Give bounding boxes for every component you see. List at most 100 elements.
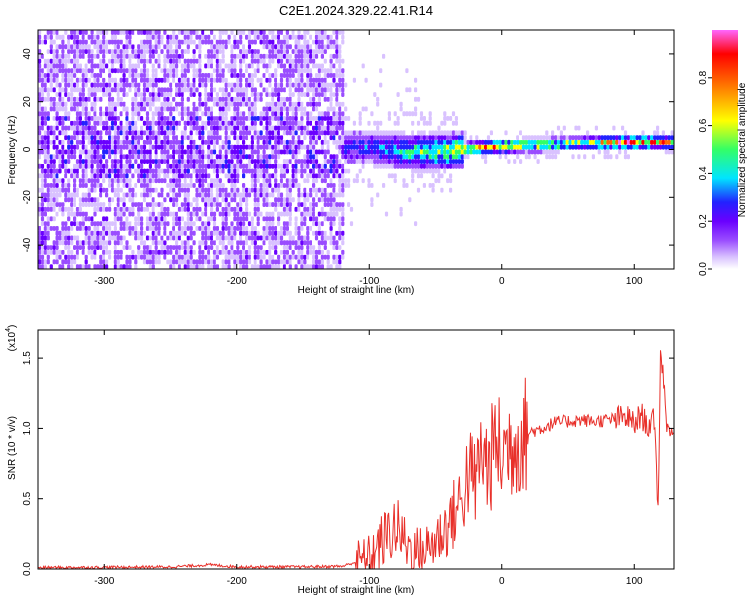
heatmap-cell [110, 192, 115, 198]
heatmap-cell [521, 149, 526, 155]
heatmap-cell [189, 34, 193, 40]
heatmap-cell [236, 96, 240, 102]
heatmap-cell [504, 154, 508, 160]
heatmap-cell [352, 135, 356, 141]
heatmap-cell [46, 197, 50, 203]
heatmap-cell [297, 77, 301, 83]
heatmap-cell [215, 183, 219, 188]
heatmap-cell [562, 139, 566, 145]
heatmap-cell [128, 39, 132, 45]
heatmap-cell [323, 216, 327, 222]
heatmap-cell [352, 77, 356, 83]
heatmap-cell [411, 154, 415, 160]
heatmap-cell [137, 87, 141, 93]
heatmap-cell [40, 135, 45, 141]
heatmap-cell [524, 154, 528, 160]
heatmap-cell [472, 144, 476, 150]
heatmap-cell [105, 139, 109, 145]
heatmap-cell [116, 206, 120, 212]
heatmap-cell [116, 30, 120, 35]
heatmap-cell [282, 163, 287, 169]
heatmap-cell [169, 259, 173, 265]
heatmap-cell [160, 53, 164, 59]
heatmap-cell [183, 125, 187, 131]
heatmap-cell [61, 259, 65, 265]
heatmap-cell [382, 135, 386, 141]
heatmap-cell [64, 173, 68, 179]
heatmap-cell [268, 168, 272, 174]
heatmap-cell [268, 135, 272, 141]
heatmap-cell [131, 39, 135, 45]
heatmap-cell [61, 139, 65, 145]
heatmap-cell [414, 87, 418, 93]
heatmap-cell [300, 259, 304, 265]
heatmap-cell [300, 63, 304, 69]
heatmap-cell [70, 149, 74, 155]
heatmap-cell [140, 58, 144, 64]
heatmap-cell [314, 163, 319, 169]
heatmap-cell [212, 135, 217, 141]
heatmap-cell [233, 168, 237, 174]
heatmap-cell [172, 221, 176, 227]
heatmap-cell [271, 68, 275, 74]
heatmap-cell [466, 149, 470, 155]
heatmap-cell [119, 216, 123, 222]
heatmap-cell [326, 173, 330, 179]
heatmap-cell [163, 154, 167, 160]
heatmap-cell [52, 226, 56, 231]
heatmap-cell [207, 116, 211, 121]
heatmap-cell [163, 173, 167, 179]
heatmap-cell [300, 73, 304, 78]
heatmap-cell [314, 149, 319, 155]
heatmap-cell [84, 63, 88, 69]
heatmap-cell [478, 144, 482, 150]
heatmap-cell [271, 96, 275, 102]
heatmap-cell [201, 178, 205, 184]
heatmap-cell [148, 30, 152, 35]
heatmap-cell [125, 135, 129, 141]
heatmap-cell [125, 39, 129, 45]
heatmap-cell [55, 173, 59, 179]
heatmap-cell [259, 139, 263, 145]
heatmap-cell [379, 154, 383, 160]
heatmap-cell [341, 235, 345, 241]
heatmap-cell [224, 77, 228, 83]
heatmap-cell [142, 202, 147, 207]
heatmap-cell [402, 178, 406, 184]
heatmap-cell [64, 192, 68, 198]
heatmap-cell [183, 173, 187, 179]
heatmap-cell [533, 139, 537, 145]
heatmap-cell [166, 125, 170, 131]
heatmap-cell [262, 149, 266, 155]
heatmap-cell [384, 139, 389, 145]
heatmap-cell [46, 183, 50, 188]
heatmap-cell [245, 49, 249, 54]
heatmap-cell [110, 159, 115, 164]
heatmap-cell [93, 149, 97, 155]
heatmap-cell [320, 44, 324, 50]
heatmap-cell [489, 144, 493, 150]
heatmap-cell [256, 163, 260, 169]
heatmap-cell [317, 73, 321, 78]
heatmap-cell [338, 235, 342, 241]
heatmap-cell [67, 82, 71, 88]
heatmap-cell [536, 139, 540, 145]
heatmap-cell [64, 221, 68, 227]
heatmap-cell [113, 206, 117, 212]
heatmap-cell [332, 120, 336, 126]
heatmap-cell [224, 144, 228, 150]
heatmap-cell [268, 192, 272, 198]
heatmap-cell [218, 49, 222, 54]
heatmap-cell [344, 149, 348, 155]
heatmap-cell [221, 259, 225, 265]
heatmap-cell [75, 34, 80, 40]
heatmap-cell [96, 34, 100, 40]
heatmap-cell [52, 53, 56, 59]
heatmap-cell [239, 264, 243, 269]
heatmap-cell [84, 163, 88, 169]
heatmap-cell [119, 163, 123, 169]
heatmap-cell [204, 63, 208, 69]
heatmap-cell [312, 144, 316, 150]
heatmap-cell [341, 149, 345, 155]
heatmap-cell [568, 149, 572, 155]
